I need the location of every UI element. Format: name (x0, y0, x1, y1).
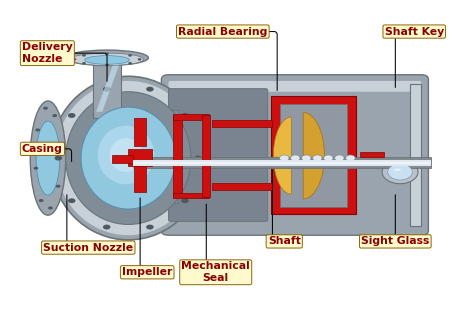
Bar (173, 114, 209, 120)
Ellipse shape (109, 138, 143, 172)
Polygon shape (303, 113, 324, 199)
Circle shape (73, 58, 76, 60)
Bar (135, 118, 146, 146)
Circle shape (194, 156, 202, 161)
Circle shape (68, 113, 75, 118)
Ellipse shape (81, 107, 175, 209)
Ellipse shape (394, 169, 401, 171)
Bar (281, 104, 346, 207)
Text: Mechanical
Seal: Mechanical Seal (182, 261, 250, 283)
Ellipse shape (50, 76, 206, 240)
Circle shape (105, 64, 109, 66)
Bar (173, 193, 209, 198)
Circle shape (36, 128, 40, 131)
Bar (128, 149, 152, 166)
Polygon shape (273, 117, 292, 194)
Bar (133, 160, 431, 166)
Circle shape (335, 155, 344, 161)
Circle shape (181, 113, 189, 118)
Circle shape (128, 62, 132, 64)
Circle shape (53, 114, 57, 117)
Text: Shaft: Shaft (268, 237, 301, 246)
Circle shape (382, 160, 418, 184)
Circle shape (43, 107, 48, 110)
Circle shape (103, 224, 110, 229)
Circle shape (280, 155, 289, 161)
Circle shape (48, 206, 53, 210)
Circle shape (68, 198, 75, 203)
Circle shape (82, 62, 86, 64)
Polygon shape (96, 65, 119, 112)
Ellipse shape (66, 50, 148, 65)
Circle shape (313, 155, 322, 161)
Circle shape (55, 156, 62, 161)
FancyBboxPatch shape (168, 81, 421, 92)
Bar (133, 162, 431, 164)
Circle shape (34, 167, 38, 170)
Circle shape (146, 86, 154, 91)
Circle shape (105, 52, 109, 55)
Ellipse shape (30, 101, 66, 215)
Ellipse shape (55, 81, 201, 235)
Ellipse shape (84, 55, 129, 64)
Bar (159, 110, 178, 203)
Bar (112, 155, 133, 163)
Circle shape (39, 199, 44, 202)
Circle shape (146, 224, 154, 229)
Ellipse shape (88, 115, 164, 195)
Text: Sight Glass: Sight Glass (361, 237, 429, 246)
Bar (135, 164, 146, 192)
Circle shape (181, 198, 189, 203)
Bar (212, 183, 272, 190)
Text: Casing: Casing (22, 144, 63, 154)
Circle shape (291, 155, 300, 161)
Bar (360, 152, 383, 157)
Text: Shaft Key: Shaft Key (384, 27, 444, 37)
Circle shape (138, 58, 142, 60)
Circle shape (301, 155, 311, 161)
Circle shape (58, 146, 63, 149)
FancyBboxPatch shape (168, 89, 268, 221)
Polygon shape (93, 62, 121, 118)
Ellipse shape (98, 126, 155, 184)
Text: Suction Nozzle: Suction Nozzle (43, 243, 133, 253)
Text: Impeller: Impeller (122, 267, 173, 277)
Circle shape (82, 54, 86, 57)
Text: Delivery
Nozzle: Delivery Nozzle (22, 42, 73, 64)
Bar (212, 120, 272, 127)
Circle shape (324, 155, 333, 161)
Circle shape (346, 155, 355, 161)
Circle shape (388, 164, 412, 180)
Bar (173, 115, 182, 197)
Ellipse shape (36, 121, 60, 195)
FancyBboxPatch shape (161, 75, 428, 235)
Ellipse shape (66, 92, 191, 224)
Circle shape (103, 86, 110, 91)
Bar (201, 115, 210, 197)
Ellipse shape (71, 53, 144, 65)
Bar (410, 84, 421, 226)
Bar (271, 96, 356, 214)
Text: Radial Bearing: Radial Bearing (178, 27, 267, 37)
Bar (133, 157, 431, 168)
Circle shape (56, 185, 61, 188)
Circle shape (128, 54, 132, 57)
